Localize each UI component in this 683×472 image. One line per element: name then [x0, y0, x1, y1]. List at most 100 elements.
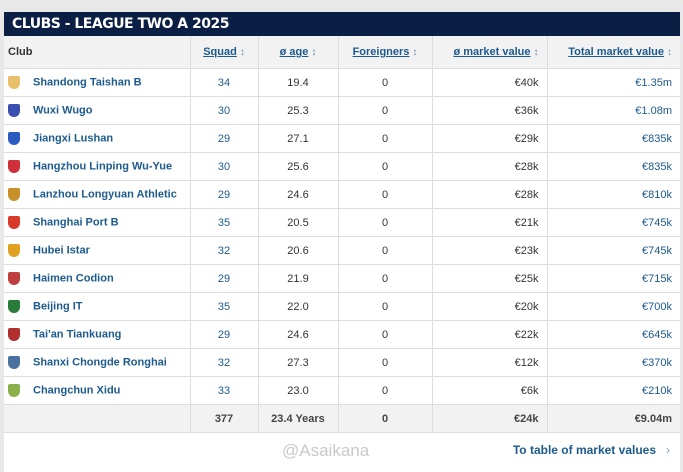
squad-cell[interactable]: 30 [190, 96, 259, 125]
col-foreigners[interactable]: Foreigners ↕ [338, 36, 433, 69]
squad-cell[interactable]: 35 [190, 292, 259, 321]
chevron-right-icon: › [666, 443, 670, 457]
club-cell: Lanzhou Longyuan Athletic [4, 180, 191, 209]
club-crest-icon[interactable] [8, 244, 20, 257]
club-crest-icon[interactable] [8, 104, 20, 117]
club-crest-icon[interactable] [8, 188, 20, 201]
sort-avg-mv-link[interactable]: ø market value [453, 46, 531, 58]
squad-cell[interactable]: 29 [190, 264, 259, 293]
clubs-panel: CLUBS - LEAGUE TWO A 2025 Club Squad ↕ ø … [4, 12, 680, 472]
col-avg-market-value[interactable]: ø market value ↕ [432, 36, 548, 69]
total-mv-cell[interactable]: €1.35m [547, 68, 680, 97]
total-mv-cell[interactable]: €745k [547, 236, 680, 265]
avg-mv-cell: €29k [432, 124, 548, 153]
sort-icon: ↕ [311, 47, 317, 58]
club-cell: Hubei Istar [4, 236, 191, 265]
age-cell: 24.6 [258, 180, 339, 209]
market-values-link[interactable]: To table of market values › [513, 443, 670, 457]
totals-label [4, 404, 191, 433]
age-cell: 25.6 [258, 152, 339, 181]
club-name-link[interactable]: Wuxi Wugo [33, 104, 93, 117]
foreigners-cell: 0 [338, 68, 433, 97]
club-name-link[interactable]: Hubei Istar [33, 244, 90, 257]
watermark: @Asaikana [282, 441, 370, 460]
squad-cell[interactable]: 35 [190, 208, 259, 237]
club-crest-icon[interactable] [8, 300, 20, 313]
total-mv-cell[interactable]: €835k [547, 152, 680, 181]
club-crest-icon[interactable] [8, 272, 20, 285]
club-crest-icon[interactable] [8, 216, 20, 229]
total-mv-cell[interactable]: €835k [547, 124, 680, 153]
club-name-link[interactable]: Changchun Xidu [33, 384, 121, 397]
squad-cell[interactable]: 32 [190, 236, 259, 265]
total-mv-cell[interactable]: €700k [547, 292, 680, 321]
club-name-link[interactable]: Lanzhou Longyuan Athletic [33, 188, 177, 201]
header-row: Club Squad ↕ ø age ↕ Foreigners ↕ ø market … [4, 36, 680, 69]
club-name-link[interactable]: Jiangxi Lushan [33, 132, 114, 145]
squad-cell[interactable]: 33 [190, 376, 259, 405]
club-cell: Wuxi Wugo [4, 96, 191, 125]
age-cell: 21.9 [258, 264, 339, 293]
total-mv-cell[interactable]: €370k [547, 348, 680, 377]
foreigners-cell: 0 [338, 180, 433, 209]
club-name-link[interactable]: Haimen Codion [33, 272, 114, 285]
club-crest-icon[interactable] [8, 76, 20, 89]
table-row: Shanxi Chongde Ronghai 32 27.3 0 €12k €370k [4, 348, 680, 377]
club-crest-icon[interactable] [8, 132, 20, 145]
total-mv-cell[interactable]: €745k [547, 208, 680, 237]
club-cell: Changchun Xidu [4, 376, 191, 405]
age-cell: 20.5 [258, 208, 339, 237]
total-mv-cell[interactable]: €1.08m [547, 96, 680, 125]
link-label: To table of market values [512, 443, 656, 457]
clubs-table: Club Squad ↕ ø age ↕ Foreigners ↕ ø market … [4, 36, 680, 433]
col-squad[interactable]: Squad ↕ [190, 36, 259, 69]
club-name-link[interactable]: Beijing IT [33, 300, 83, 313]
sort-icon: ↕ [412, 47, 418, 58]
sort-foreigners-link[interactable]: Foreigners [352, 46, 410, 58]
club-crest-icon[interactable] [8, 356, 20, 369]
sort-total-mv-link[interactable]: Total market value [568, 46, 664, 58]
table-row: Hangzhou Linping Wu-Yue 30 25.6 0 €28k €835k [4, 152, 680, 181]
squad-cell[interactable]: 30 [190, 152, 259, 181]
squad-cell[interactable]: 34 [190, 68, 259, 97]
avg-mv-cell: €40k [432, 68, 548, 97]
club-name-link[interactable]: Shanghai Port B [33, 216, 119, 229]
table-row: Hubei Istar 32 20.6 0 €23k €745k [4, 236, 680, 265]
club-crest-icon[interactable] [8, 328, 20, 341]
total-avg-mv: €24k [432, 404, 548, 433]
club-crest-icon[interactable] [8, 160, 20, 173]
club-name-link[interactable]: Hangzhou Linping Wu-Yue [33, 160, 173, 173]
avg-mv-cell: €28k [432, 180, 548, 209]
club-cell: Haimen Codion [4, 264, 191, 293]
avg-mv-cell: €20k [432, 292, 548, 321]
total-total-mv: €9.04m [547, 404, 680, 433]
sort-age-link[interactable]: ø age [279, 46, 309, 58]
club-cell: Shandong Taishan B [4, 68, 191, 97]
foreigners-cell: 0 [338, 264, 433, 293]
squad-cell[interactable]: 29 [190, 180, 259, 209]
total-mv-cell[interactable]: €715k [547, 264, 680, 293]
total-mv-cell[interactable]: €210k [547, 376, 680, 405]
table-row: Tai'an Tiankuang 29 24.6 0 €22k €645k [4, 320, 680, 349]
club-name-link[interactable]: Tai'an Tiankuang [33, 328, 122, 341]
club-crest-icon[interactable] [8, 384, 20, 397]
club-name-link[interactable]: Shanxi Chongde Ronghai [33, 356, 167, 369]
avg-mv-cell: €12k [432, 348, 548, 377]
sort-squad-link[interactable]: Squad [203, 46, 237, 58]
table-row: Beijing IT 35 22.0 0 €20k €700k [4, 292, 680, 321]
age-cell: 27.1 [258, 124, 339, 153]
squad-cell[interactable]: 32 [190, 348, 259, 377]
col-total-market-value[interactable]: Total market value ↕ [547, 36, 680, 69]
foreigners-cell: 0 [338, 292, 433, 321]
total-mv-cell[interactable]: €810k [547, 180, 680, 209]
club-name-link[interactable]: Shandong Taishan B [33, 76, 142, 89]
table-row: Haimen Codion 29 21.9 0 €25k €715k [4, 264, 680, 293]
col-club: Club [4, 36, 191, 69]
club-cell: Jiangxi Lushan [4, 124, 191, 153]
squad-cell[interactable]: 29 [190, 320, 259, 349]
foreigners-cell: 0 [338, 208, 433, 237]
col-age[interactable]: ø age ↕ [258, 36, 339, 69]
foreigners-cell: 0 [338, 236, 433, 265]
total-mv-cell[interactable]: €645k [547, 320, 680, 349]
squad-cell[interactable]: 29 [190, 124, 259, 153]
